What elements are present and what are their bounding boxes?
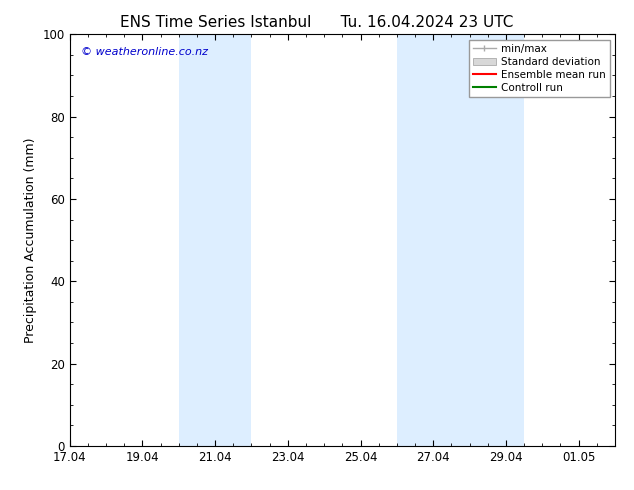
Y-axis label: Precipitation Accumulation (mm): Precipitation Accumulation (mm) bbox=[24, 137, 37, 343]
Bar bbox=[179, 34, 252, 446]
Bar bbox=[397, 34, 524, 446]
Text: ENS Time Series Istanbul      Tu. 16.04.2024 23 UTC: ENS Time Series Istanbul Tu. 16.04.2024 … bbox=[120, 15, 514, 30]
Text: © weatheronline.co.nz: © weatheronline.co.nz bbox=[81, 47, 208, 57]
Legend: min/max, Standard deviation, Ensemble mean run, Controll run: min/max, Standard deviation, Ensemble me… bbox=[469, 40, 610, 97]
